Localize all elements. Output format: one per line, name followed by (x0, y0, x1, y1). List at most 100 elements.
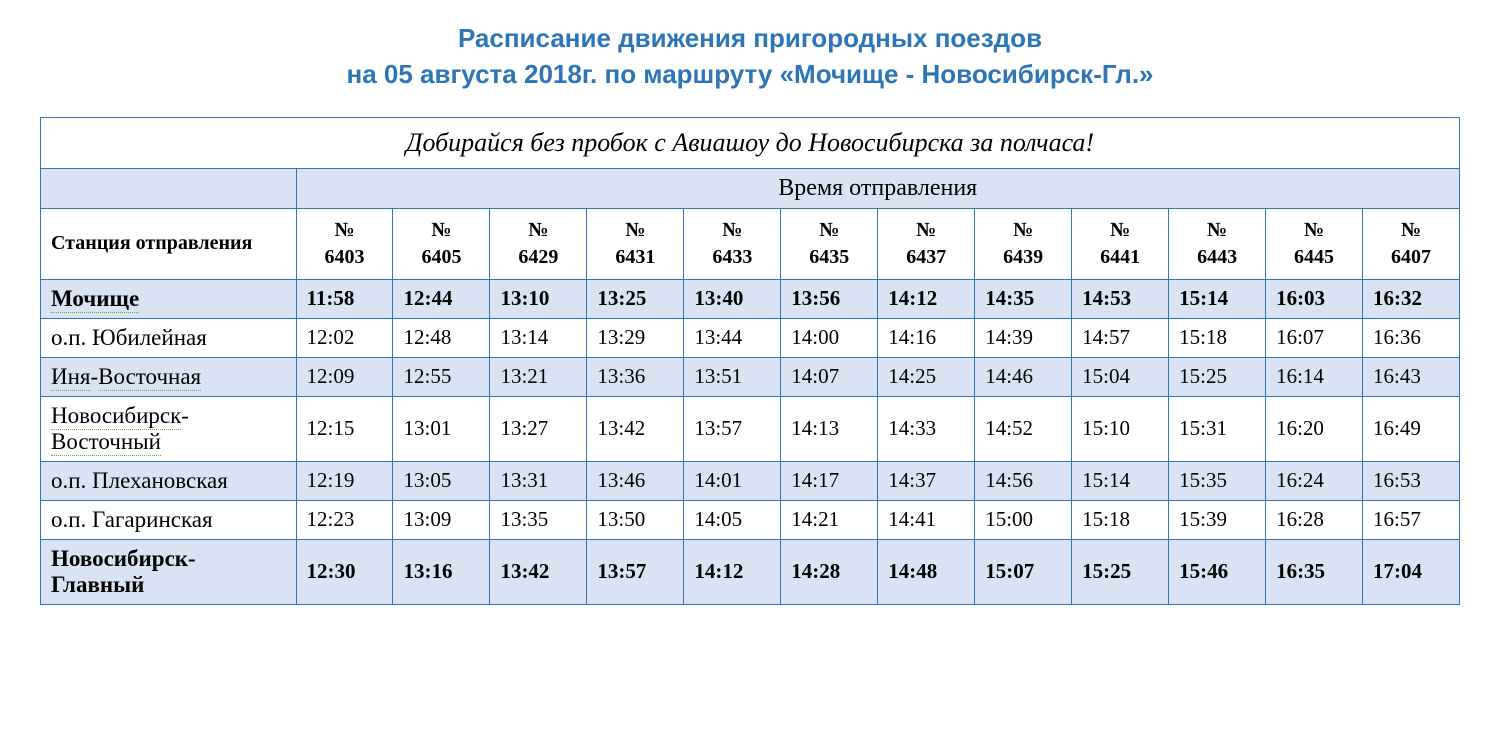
time-cell: 12:30 (296, 539, 393, 604)
time-cell: 13:57 (587, 539, 684, 604)
time-cell: 15:07 (975, 539, 1072, 604)
time-cell: 13:44 (684, 318, 781, 357)
time-cell: 16:03 (1266, 279, 1363, 318)
time-cell: 12:23 (296, 500, 393, 539)
station-header: Станция отправления (41, 208, 297, 279)
time-cell: 13:46 (587, 461, 684, 500)
time-cell: 15:39 (1169, 500, 1266, 539)
time-cell: 14:12 (684, 539, 781, 604)
time-cell: 14:41 (878, 500, 975, 539)
time-cell: 13:10 (490, 279, 587, 318)
time-cell: 13:42 (490, 539, 587, 604)
time-cell: 15:25 (1072, 539, 1169, 604)
table-row: о.п. Юбилейная12:0212:4813:1413:2913:441… (41, 318, 1460, 357)
time-cell: 13:21 (490, 357, 587, 396)
train-header: №6429 (490, 208, 587, 279)
time-cell: 16:57 (1363, 500, 1460, 539)
time-cell: 14:05 (684, 500, 781, 539)
time-cell: 14:46 (975, 357, 1072, 396)
train-header: №6403 (296, 208, 393, 279)
time-cell: 12:55 (393, 357, 490, 396)
time-cell: 13:05 (393, 461, 490, 500)
train-header: №6435 (781, 208, 878, 279)
time-cell: 15:35 (1169, 461, 1266, 500)
title-line-1: Расписание движения пригородных поездов (458, 23, 1042, 53)
train-header: №6407 (1363, 208, 1460, 279)
time-cell: 16:43 (1363, 357, 1460, 396)
time-cell: 13:14 (490, 318, 587, 357)
time-cell: 13:50 (587, 500, 684, 539)
train-header: №6441 (1072, 208, 1169, 279)
time-cell: 14:56 (975, 461, 1072, 500)
time-cell: 15:25 (1169, 357, 1266, 396)
station-name: о.п. Плехановская (41, 461, 297, 500)
train-header: №6431 (587, 208, 684, 279)
banner-cell: Добирайся без пробок с Авиашоу до Новоси… (41, 117, 1460, 168)
time-cell: 15:31 (1169, 396, 1266, 461)
time-cell: 14:17 (781, 461, 878, 500)
time-cell: 14:39 (975, 318, 1072, 357)
time-cell: 15:14 (1072, 461, 1169, 500)
time-cell: 14:07 (781, 357, 878, 396)
time-cell: 16:07 (1266, 318, 1363, 357)
time-cell: 13:35 (490, 500, 587, 539)
time-cell: 13:42 (587, 396, 684, 461)
time-cell: 16:53 (1363, 461, 1460, 500)
time-cell: 12:15 (296, 396, 393, 461)
time-cell: 15:00 (975, 500, 1072, 539)
title-line-2: на 05 августа 2018г. по маршруту «Мочище… (346, 59, 1153, 89)
table-row: о.п. Гагаринская12:2313:0913:3513:5014:0… (41, 500, 1460, 539)
time-cell: 13:09 (393, 500, 490, 539)
table-row: Иня-Восточная12:0912:5513:2113:3613:5114… (41, 357, 1460, 396)
time-cell: 16:28 (1266, 500, 1363, 539)
train-header: №6405 (393, 208, 490, 279)
time-cell: 13:51 (684, 357, 781, 396)
time-cell: 14:48 (878, 539, 975, 604)
time-cell: 17:04 (1363, 539, 1460, 604)
train-header: №6433 (684, 208, 781, 279)
header-empty (41, 168, 297, 208)
table-row: о.п. Плехановская12:1913:0513:3113:4614:… (41, 461, 1460, 500)
time-cell: 15:46 (1169, 539, 1266, 604)
time-cell: 15:10 (1072, 396, 1169, 461)
time-cell: 13:25 (587, 279, 684, 318)
time-cell: 14:01 (684, 461, 781, 500)
time-cell: 13:36 (587, 357, 684, 396)
table-row: Новосибирск-Главный12:3013:1613:4213:571… (41, 539, 1460, 604)
time-cell: 16:14 (1266, 357, 1363, 396)
time-cell: 16:20 (1266, 396, 1363, 461)
header-departure: Время отправления (296, 168, 1459, 208)
station-name: Новосибирск-Главный (41, 539, 297, 604)
time-cell: 13:57 (684, 396, 781, 461)
time-cell: 12:19 (296, 461, 393, 500)
station-name: Мочище (41, 279, 297, 318)
time-cell: 15:04 (1072, 357, 1169, 396)
time-cell: 12:48 (393, 318, 490, 357)
time-cell: 16:35 (1266, 539, 1363, 604)
time-cell: 13:40 (684, 279, 781, 318)
time-cell: 16:24 (1266, 461, 1363, 500)
time-cell: 16:49 (1363, 396, 1460, 461)
time-cell: 12:09 (296, 357, 393, 396)
station-name: Иня-Восточная (41, 357, 297, 396)
time-cell: 15:18 (1169, 318, 1266, 357)
time-cell: 12:02 (296, 318, 393, 357)
time-cell: 13:01 (393, 396, 490, 461)
time-cell: 13:29 (587, 318, 684, 357)
time-cell: 16:32 (1363, 279, 1460, 318)
time-cell: 14:37 (878, 461, 975, 500)
time-cell: 13:31 (490, 461, 587, 500)
time-cell: 14:16 (878, 318, 975, 357)
time-cell: 13:56 (781, 279, 878, 318)
time-cell: 14:13 (781, 396, 878, 461)
time-cell: 14:53 (1072, 279, 1169, 318)
time-cell: 12:44 (393, 279, 490, 318)
time-cell: 15:14 (1169, 279, 1266, 318)
time-cell: 13:16 (393, 539, 490, 604)
table-row: Новосибирск-Восточный12:1513:0113:2713:4… (41, 396, 1460, 461)
train-header: №6437 (878, 208, 975, 279)
time-cell: 14:33 (878, 396, 975, 461)
page-title: Расписание движения пригородных поездов … (40, 20, 1460, 93)
time-cell: 16:36 (1363, 318, 1460, 357)
train-header: №6439 (975, 208, 1072, 279)
